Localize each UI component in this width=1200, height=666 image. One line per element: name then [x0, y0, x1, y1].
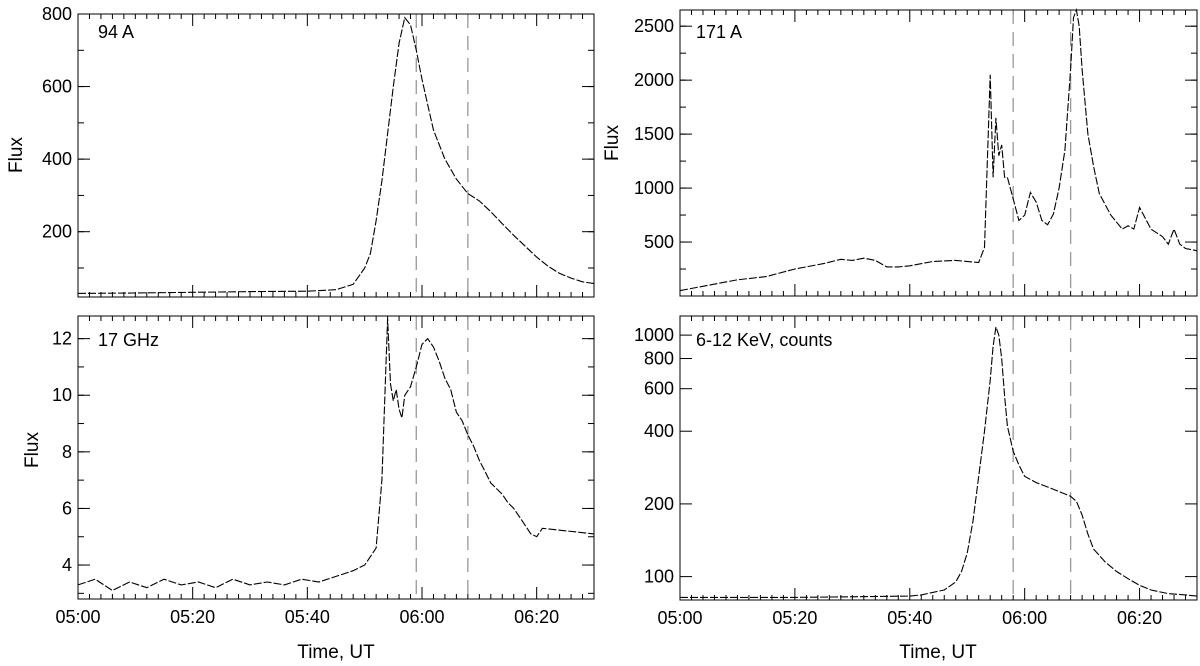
- y-tick-label: 12: [52, 329, 72, 349]
- y-tick-label: 600: [42, 77, 72, 97]
- y-tick-label: 800: [644, 349, 674, 369]
- panel-17ghz-xlabel: Time, UT: [297, 642, 375, 663]
- panel-6-12kev-markers: [1012, 316, 1072, 600]
- y-tick-label: 1500: [634, 124, 674, 144]
- y-tick-label: 400: [644, 421, 674, 441]
- panel-17ghz-frame: [77, 315, 595, 600]
- panel-94a-frame: [77, 13, 595, 298]
- panel-171a-series-line: [679, 7, 1198, 292]
- x-tick-label: 05:40: [285, 607, 330, 627]
- x-tick-label: 05:40: [887, 608, 932, 628]
- panel-17ghz-yticks: 4 6 8 10 12: [52, 329, 594, 594]
- panel-17ghz-markers: [415, 316, 469, 599]
- panel-94a-label: 94 A: [98, 22, 134, 42]
- x-tick-label: 06:20: [514, 607, 559, 627]
- panel-171a-yticks: 500 1000 1500 2000 2500: [634, 16, 1197, 270]
- y-tick-label: 800: [42, 4, 72, 24]
- panel-17ghz-label: 17 GHz: [98, 330, 159, 350]
- panel-171a-markers: [1012, 10, 1072, 296]
- panel-17ghz: 4 6 8 10 12 05:00 05:20 05:40 06:00 06:20 17 GHz…: [22, 315, 595, 663]
- panel-171a-ylabel: Flux: [602, 125, 623, 161]
- x-tick-label: 05:00: [55, 607, 100, 627]
- panel-171a-frame: [679, 9, 1198, 297]
- panel-94a: 200 400 600 800 94 A Flux: [6, 4, 595, 298]
- y-tick-label: 600: [644, 379, 674, 399]
- panel-6-12kev-frame: [679, 315, 1198, 601]
- y-tick-label: 200: [644, 494, 674, 514]
- panel-6-12kev-series-line: [680, 326, 1198, 598]
- panel-94a-series-line: [77, 16, 595, 294]
- panel-6-12kev: 100 200 400 600 800 1000 05:00 05:20 05:40 06:00…: [634, 315, 1198, 663]
- x-tick-label: 05:00: [657, 608, 702, 628]
- panel-6-12kev-yticks: 100 200 400 600 800 1000: [634, 325, 1197, 587]
- panel-94a-yticks: 200 400 600 800: [42, 4, 594, 269]
- x-tick-label: 06:00: [399, 607, 444, 627]
- y-tick-label: 8: [62, 442, 72, 462]
- y-tick-label: 100: [644, 567, 674, 587]
- x-tick-label: 05:20: [772, 608, 817, 628]
- panel-94a-ylabel: Flux: [6, 137, 27, 173]
- y-tick-label: 200: [42, 222, 72, 242]
- y-tick-label: 2500: [634, 16, 674, 36]
- y-tick-label: 2000: [634, 70, 674, 90]
- y-tick-label: 500: [644, 232, 674, 252]
- y-tick-label: 1000: [634, 325, 674, 345]
- x-tick-label: 06:00: [1002, 608, 1047, 628]
- y-tick-label: 6: [62, 498, 72, 518]
- y-tick-label: 1000: [634, 178, 674, 198]
- panel-171a-xticks: [679, 10, 1198, 296]
- x-tick-label: 06:20: [1117, 608, 1162, 628]
- y-tick-label: 4: [62, 555, 72, 575]
- panel-171a-label: 171 A: [696, 22, 742, 42]
- y-tick-label: 10: [52, 385, 72, 405]
- y-tick-label: 400: [42, 149, 72, 169]
- panel-6-12kev-label: 6-12 KeV, counts: [696, 330, 832, 350]
- x-tick-label: 05:20: [170, 607, 215, 627]
- panel-6-12kev-xticks: 05:00 05:20 05:40 06:00 06:20: [657, 316, 1198, 628]
- panel-17ghz-xticks: 05:00 05:20 05:40 06:00 06:20: [55, 316, 595, 627]
- panel-17ghz-ylabel: Flux: [22, 432, 43, 468]
- panel-94a-markers: [415, 14, 469, 297]
- panel-94a-xticks: [77, 14, 595, 297]
- panel-6-12kev-xlabel: Time, UT: [899, 642, 977, 663]
- panel-17ghz-series-line: [77, 318, 595, 592]
- panel-171a: 500 1000 1500 2000 2500 171 A Flux: [602, 7, 1198, 297]
